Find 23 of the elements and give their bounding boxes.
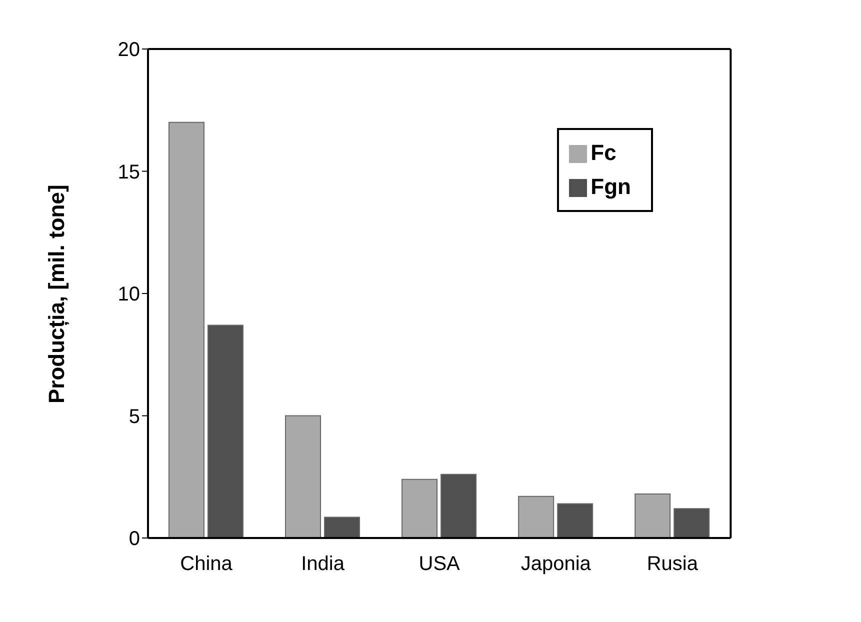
bar <box>440 474 477 538</box>
bar <box>285 415 322 538</box>
bar <box>674 508 710 538</box>
y-tick-label: 0 <box>128 528 140 550</box>
y-tick-label: 15 <box>118 161 140 184</box>
legend-label: Fc <box>590 140 616 165</box>
bar <box>324 516 360 538</box>
bar <box>557 503 594 538</box>
bar <box>518 496 554 538</box>
bar <box>402 478 438 538</box>
x-tick-label: China <box>180 553 234 576</box>
bar <box>634 493 671 538</box>
x-tick-label: India <box>301 553 346 576</box>
x-tick-label: USA <box>418 553 461 576</box>
bar <box>207 324 244 538</box>
bar <box>168 122 204 538</box>
x-tick-label: Japonia <box>520 553 592 576</box>
y-tick-label: 20 <box>118 39 140 62</box>
y-tick-label: 5 <box>128 406 140 428</box>
y-axis-title: Producția, [mil. tone] <box>44 184 70 404</box>
x-tick-label: Rusia <box>646 553 699 576</box>
y-tick-label: 10 <box>118 284 140 306</box>
legend-label: Fgn <box>590 174 631 199</box>
